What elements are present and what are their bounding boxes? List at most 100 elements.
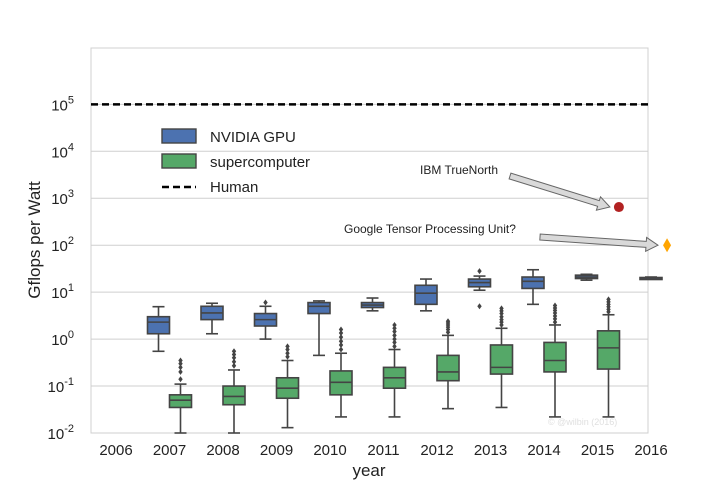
flier (477, 303, 482, 310)
x-tick-label: 2006 (99, 442, 132, 459)
box-super-2007 (168, 357, 193, 434)
x-tick-label: 2016 (634, 442, 667, 459)
flier (231, 351, 237, 358)
box-gpu-2009 (253, 299, 278, 340)
x-tick-label: 2014 (527, 442, 560, 459)
box-gpu-2016 (639, 276, 663, 281)
y-tick-label: 105 (51, 94, 74, 114)
annotation-google-tpu: Google Tensor Processing Unit? (344, 222, 516, 236)
legend: NVIDIA GPU supercomputer Human (161, 128, 310, 196)
legend-item-gpu: NVIDIA GPU (161, 128, 296, 146)
highlight-points (613, 202, 672, 253)
y-tick-label: 104 (51, 141, 74, 161)
x-tick-label: 2013 (474, 442, 507, 459)
box-super-2010 (329, 326, 353, 418)
box (543, 341, 567, 373)
flier (392, 321, 397, 328)
flier (499, 305, 504, 312)
legend-swatch (161, 153, 197, 169)
flier (285, 353, 290, 360)
box (146, 315, 171, 335)
flier (338, 326, 344, 333)
box-super-2008 (222, 348, 246, 434)
flier (392, 328, 397, 335)
flier (285, 343, 290, 350)
flier (552, 319, 558, 326)
x-tick-label: 2010 (313, 442, 346, 459)
flier (392, 343, 397, 350)
y-tick-label: 10-1 (48, 376, 74, 396)
box-super-2009 (275, 343, 300, 429)
flier (338, 346, 344, 353)
x-tick-label: 2015 (581, 442, 614, 459)
box (596, 330, 621, 370)
flier (552, 302, 558, 309)
y-tick-label: 101 (51, 282, 74, 302)
flier (445, 318, 451, 325)
box-gpu-2012 (414, 278, 438, 312)
y-axis-label: Gflops per Watt (25, 181, 44, 299)
annotation-arrow (539, 233, 659, 253)
flier (606, 296, 611, 303)
box-plots (146, 268, 663, 434)
box-super-2012 (436, 318, 460, 410)
flier (499, 313, 504, 320)
x-tick-labels: 2006 2007 2008 2009 2010 2011 2012 2013 2014 2015… (99, 442, 667, 459)
flier (178, 376, 183, 383)
flier (477, 268, 482, 275)
annotation-arrow (508, 172, 611, 211)
x-tick-label: 2007 (153, 442, 186, 459)
flier (231, 358, 237, 365)
box-gpu-2014 (521, 268, 545, 306)
flier (392, 339, 397, 346)
legend-item-human: Human (162, 179, 258, 196)
watermark: © @wilbin (2016) (548, 417, 617, 427)
box-super-2011 (382, 321, 407, 418)
point-google-tpu (663, 238, 672, 253)
x-tick-label: 2012 (420, 442, 453, 459)
flier (338, 341, 344, 348)
y-tick-label: 100 (51, 329, 74, 349)
box-gpu-2008 (200, 302, 224, 335)
box (521, 276, 545, 290)
flier (392, 325, 397, 332)
y-tick-labels: 10-2 10-1 100 101 102 103 104 105 (48, 94, 74, 443)
legend-label: supercomputer (210, 154, 310, 171)
flier (338, 329, 344, 336)
flier (178, 368, 183, 375)
flier (285, 346, 290, 353)
box-super-2013 (489, 305, 514, 409)
point-ibm-truenorth (613, 202, 624, 213)
flier (338, 338, 344, 345)
x-tick-label: 2008 (206, 442, 239, 459)
flier (231, 362, 237, 369)
flier (231, 348, 237, 355)
flier (231, 354, 237, 361)
box (307, 301, 331, 315)
annotation-ibm-truenorth: IBM TrueNorth (420, 163, 498, 177)
box (222, 385, 246, 406)
flier (552, 313, 558, 320)
box-gpu-2011 (360, 297, 385, 312)
y-tick-label: 102 (51, 235, 74, 255)
x-tick-label: 2011 (367, 442, 399, 459)
flier (338, 334, 344, 341)
flier (178, 360, 183, 367)
y-tick-label: 10-2 (48, 423, 74, 443)
box (414, 284, 438, 306)
x-axis-label: year (352, 461, 385, 480)
box-gpu-2013 (467, 268, 492, 310)
box-super-2014 (543, 302, 567, 418)
flier (178, 364, 183, 371)
flier (285, 350, 290, 357)
x-tick-label: 2009 (260, 442, 293, 459)
legend-label: NVIDIA GPU (210, 129, 296, 146)
flier (392, 332, 397, 339)
box-gpu-2007 (146, 305, 171, 353)
box (436, 354, 460, 382)
flier (263, 299, 268, 306)
flier (392, 336, 397, 343)
legend-swatch (161, 128, 197, 144)
legend-item-supercomputer: supercomputer (161, 153, 310, 171)
